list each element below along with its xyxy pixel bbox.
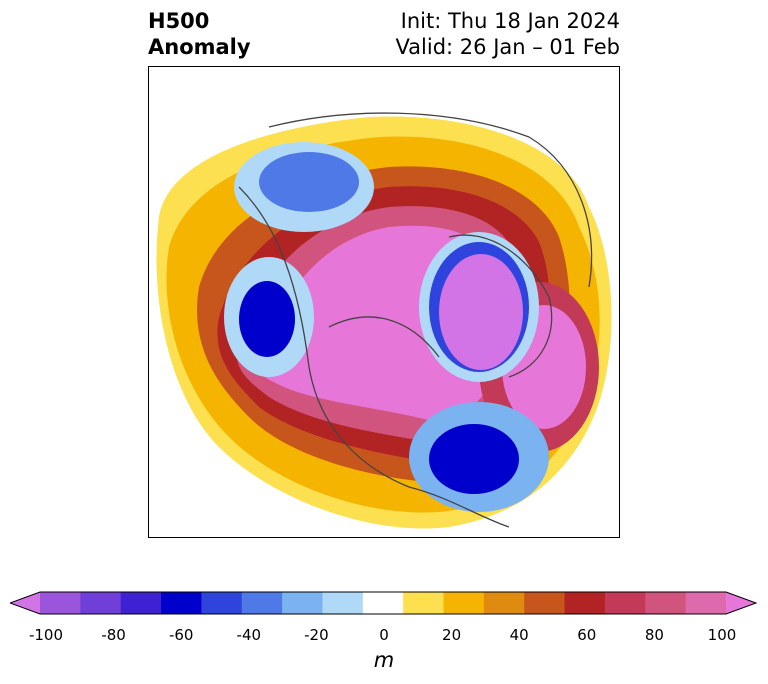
colorbar-tick-label: 40 bbox=[509, 626, 529, 644]
colorbar-bin bbox=[604, 592, 646, 614]
colorbar-bin bbox=[40, 592, 81, 614]
colorbar-tick-label: -100 bbox=[28, 626, 64, 644]
colorbar-bin bbox=[282, 592, 323, 614]
colorbar-tick-label: -60 bbox=[168, 626, 194, 644]
colorbar-tick-label: -80 bbox=[101, 626, 126, 644]
colorbar-tick-label: 0 bbox=[379, 626, 389, 644]
colorbar-units: m bbox=[373, 648, 395, 672]
colorbar-bin bbox=[483, 592, 525, 614]
colorbar-bin bbox=[524, 592, 566, 614]
colorbar-bin bbox=[322, 592, 364, 614]
title-line1: H500 bbox=[148, 9, 210, 33]
colorbar-bin bbox=[201, 592, 243, 614]
colorbar-bin bbox=[362, 592, 404, 614]
negative-anomaly-centers bbox=[224, 142, 549, 512]
colorbar-tick-label: 100 bbox=[707, 626, 737, 644]
forecast-dates: Init: Thu 18 Jan 2024 Valid: 26 Jan – 01… bbox=[395, 8, 620, 60]
colorbar-tick-label: 80 bbox=[644, 626, 664, 644]
colorbar-tick-label: -40 bbox=[236, 626, 262, 644]
colorbar-bin bbox=[685, 592, 727, 614]
colorbar-tick-label: 20 bbox=[442, 626, 462, 644]
colorbar-bin bbox=[443, 592, 485, 614]
colorbar-bin bbox=[80, 592, 122, 614]
map-title: H500 Anomaly bbox=[148, 8, 251, 60]
colorbar-bin bbox=[161, 592, 202, 614]
colorbar-tick-label: 60 bbox=[577, 626, 597, 644]
colorbar-bin bbox=[403, 592, 445, 614]
colorbar-bin bbox=[120, 592, 162, 614]
colorbar-tick-label: -20 bbox=[304, 626, 329, 644]
valid-range: Valid: 26 Jan – 01 Feb bbox=[395, 35, 620, 59]
coastlines bbox=[238, 112, 593, 528]
anomaly-map bbox=[148, 66, 620, 538]
colorbar-bin bbox=[241, 592, 283, 614]
colorbar-bin bbox=[564, 592, 606, 614]
init-date: Init: Thu 18 Jan 2024 bbox=[400, 9, 620, 33]
colorbar-extend-min bbox=[10, 592, 40, 614]
colorbar-bin bbox=[645, 592, 687, 614]
colorbar-extend-max bbox=[726, 592, 756, 614]
title-line2: Anomaly bbox=[148, 35, 251, 59]
map-svg bbox=[156, 112, 612, 529]
colorbar-svg bbox=[10, 591, 758, 615]
